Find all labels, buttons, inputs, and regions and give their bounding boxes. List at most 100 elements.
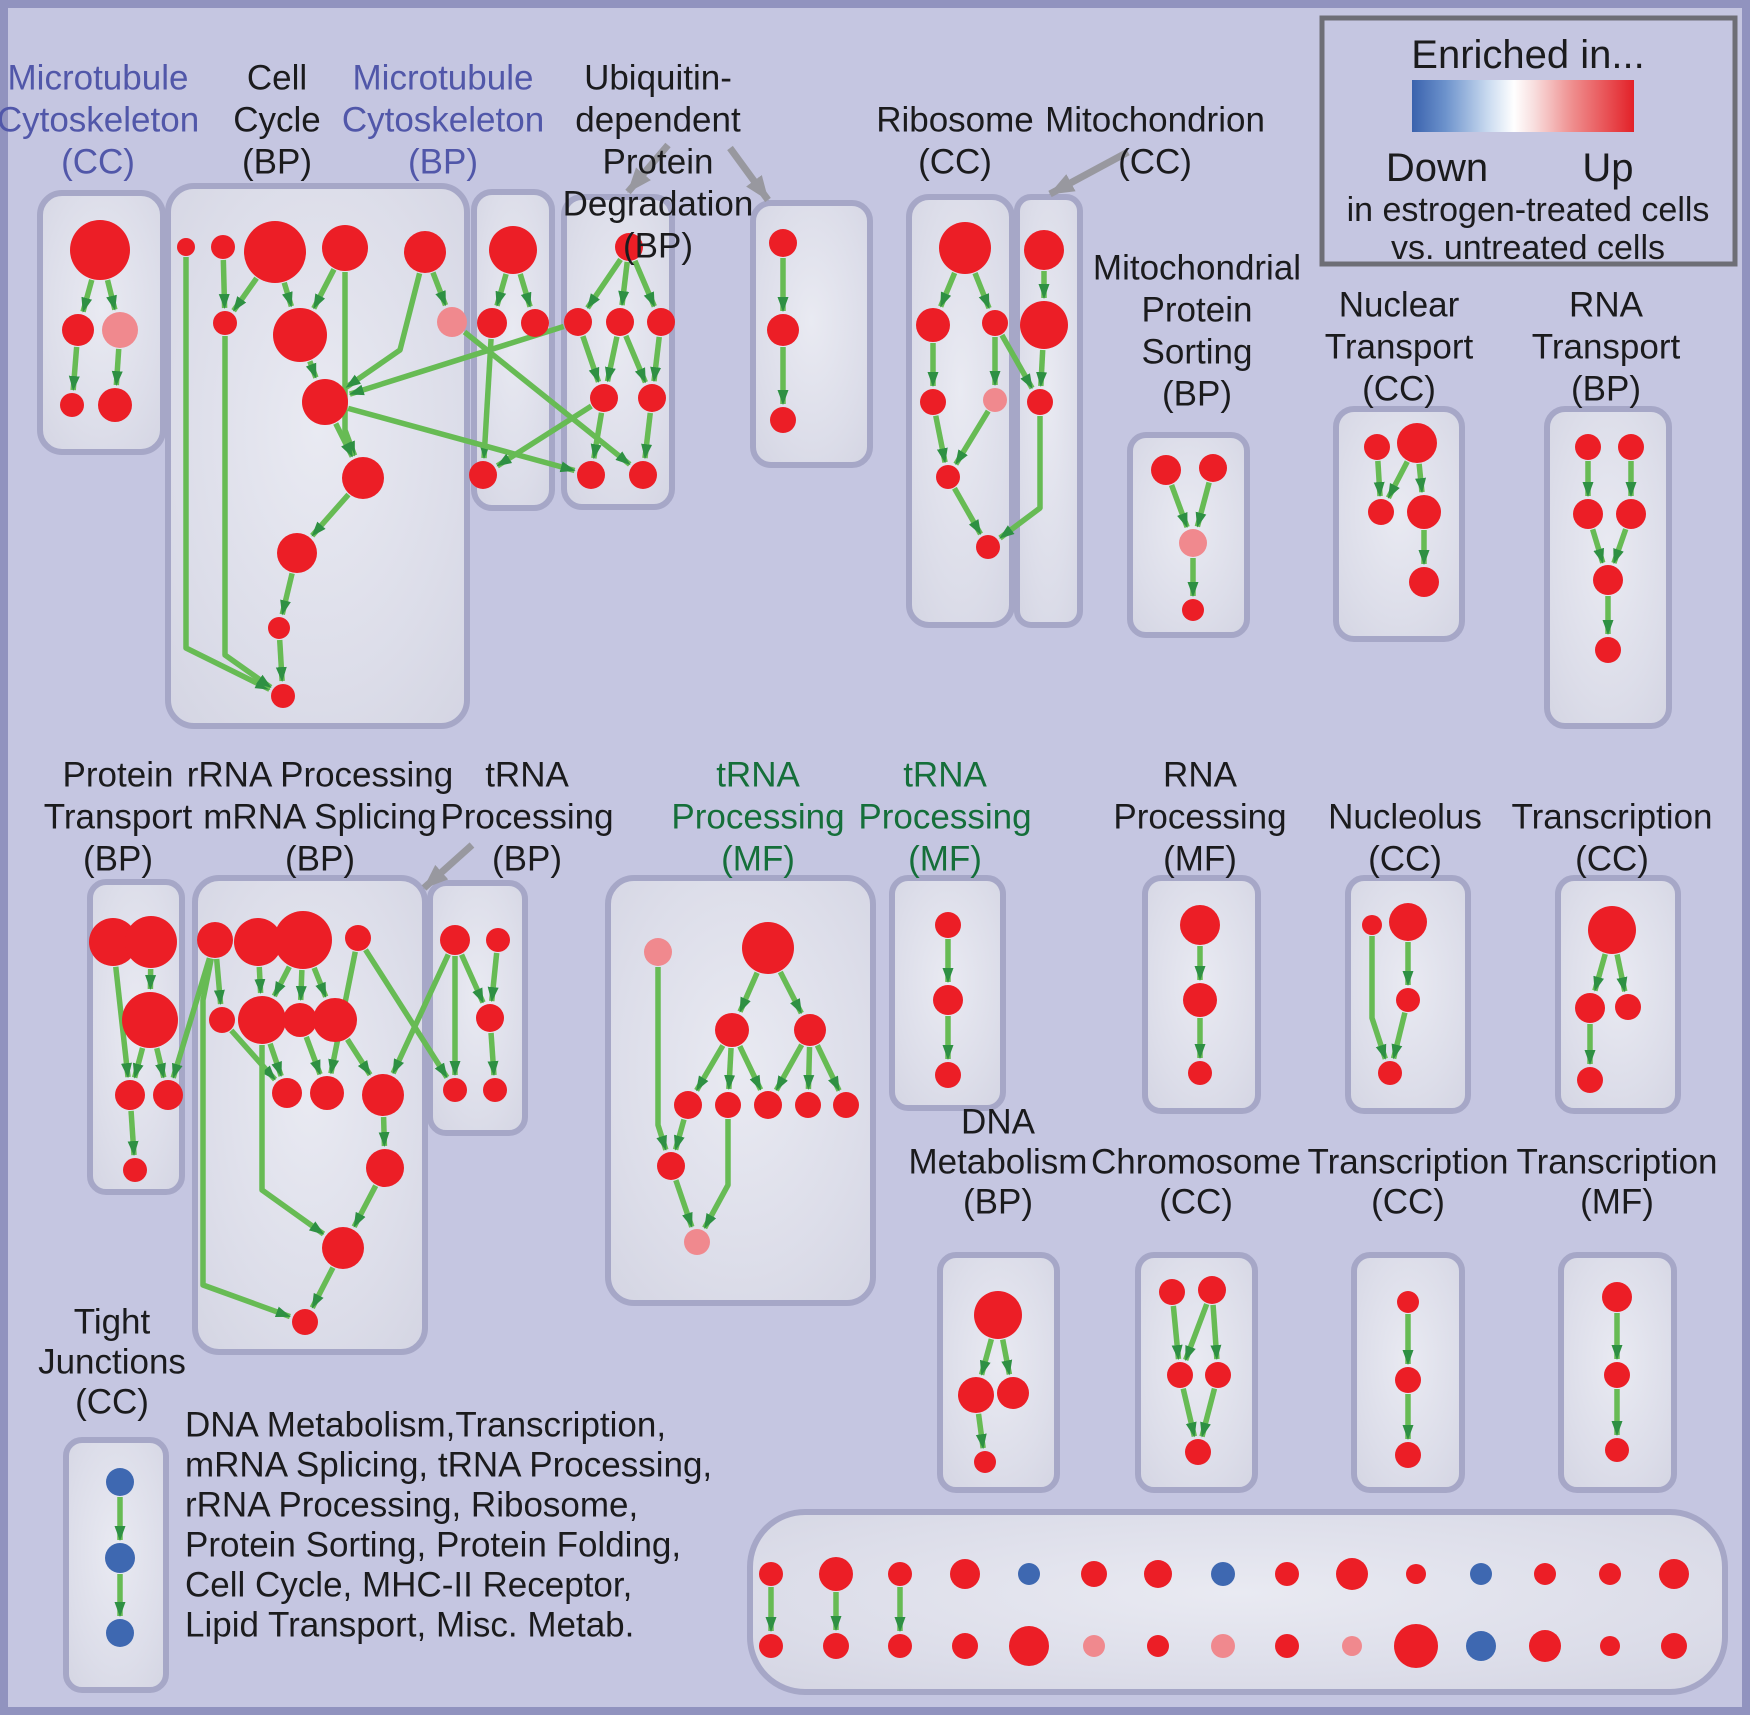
cluster-label-micro-cc-line1: Microtubule [8,59,189,98]
go-term-node-sb9-red [1275,1634,1299,1658]
go-term-node-rr9-red [272,1078,302,1108]
go-term-node-sb6-pink [1083,1635,1105,1657]
go-term-node-pt4-red [115,1080,145,1110]
edge-rr6-rr13 [259,1045,326,1237]
edge-tga-tgp [673,1179,695,1228]
cluster-label-cell-cycle-line3: (BP) [242,143,312,182]
go-term-node-s3-pink [1179,529,1207,557]
cluster-label-nucleolus-line1: Nucleolus [1328,798,1482,837]
go-term-node-t2-red [1618,434,1644,460]
go-term-node-nu2-red [1389,903,1427,941]
legend-up-label: Up [1582,146,1633,190]
go-term-node-t5-red [1593,565,1623,595]
cluster-box-chromosome [1135,1252,1258,1493]
edge-pt4-pt6 [127,1110,139,1157]
go-term-node-r5-pink [983,388,1007,412]
go-term-node-sb13-red [1529,1630,1561,1662]
edge-p1-tga [655,967,669,1151]
cluster-box-dna-metabolism [937,1252,1060,1493]
go-term-node-n3-red [1368,499,1394,525]
pointer-arrow-to-trna-bp-box [421,842,475,891]
edge-u3-u6 [623,334,648,384]
go-term-node-r3-red [982,310,1008,336]
edge-u6-u8 [641,412,653,460]
edge-rr7-rr10 [303,1035,323,1076]
go-term-node-tg6-red [754,1091,782,1119]
cluster-label-transcription-mf-line1: Transcription [1517,1143,1718,1182]
cluster-label-protein-transport-line2: Transport [44,798,193,837]
cluster-label-mitochondrion-line1: Mitochondrion [1045,101,1265,140]
go-term-node-w1-red [1180,905,1220,945]
go-term-node-cc11-red [277,533,317,573]
edge-cc11-cc12 [279,572,295,616]
cluster-label-rrna-mrna-line1: rRNA Processing [187,756,453,795]
go-term-node-cc3-red [244,221,306,283]
go-term-node-tf2-red [1604,1362,1630,1388]
go-term-node-st2-red [819,1557,853,1591]
cluster-box-trna-bp [427,880,528,1136]
edge-u2-u5 [580,335,602,383]
go-term-node-st13-red [1534,1563,1556,1585]
go-term-node-ch4-red [1205,1362,1231,1388]
go-term-node-rr14-red [292,1309,318,1335]
go-term-node-r4-red [920,389,946,415]
edge-cc10-cc11 [310,492,351,538]
edge-a1-a2 [80,279,95,313]
edge-r3-m3 [999,333,1035,390]
go-term-node-rr6-red [238,996,286,1044]
edge-mb1-mb3 [517,273,533,308]
legend-subtitle-line2: vs. untreated cells [1391,229,1665,267]
edge-tb3-tb5 [487,1032,499,1077]
go-term-node-tf1-red [1602,1282,1632,1312]
edge-rr8-rr11 [345,1037,373,1077]
edge-rr1-rr14 [200,958,291,1320]
go-term-node-u2-red [564,308,592,336]
cluster-label-rna-transport-line3: (BP) [1571,370,1641,409]
go-term-node-st14-red [1599,1563,1621,1585]
cluster-label-nuclear-transport-line1: Nuclear [1339,286,1460,325]
pointer-arrow-to-ubiq-box-2 [727,145,771,203]
cluster-label-ubiquitin-line4: Degradation [563,185,754,224]
edge-r4-r6 [933,415,948,464]
edge-u5-mb4 [495,403,593,469]
go-term-node-mb2-red [477,308,507,338]
go-term-node-r1-red [939,222,991,274]
go-term-node-pt6-red [123,1158,147,1182]
cluster-label-protein-transport-line3: (BP) [83,840,153,879]
go-term-node-nu3-red [1396,988,1420,1012]
go-term-node-w3-red [1188,1061,1212,1085]
go-term-node-pt3-red [122,992,178,1048]
edge-ch3-ch5 [1180,1388,1198,1438]
edge-tg5-tgp [702,1119,731,1230]
edge-rr3-rr6 [271,965,292,998]
edge-s1-s3 [1168,484,1190,529]
edge-u1-u4 [632,259,657,308]
cluster-label-chromosome-line1: Chromosome [1091,1143,1301,1182]
go-term-node-rr8-red [313,998,357,1042]
go-term-node-u1-red [615,233,643,261]
go-term-node-r2-red [916,308,950,342]
go-term-node-sb8-pink [1211,1634,1235,1658]
edge-n1-n3 [1373,460,1385,498]
cluster-label-rrna-mrna-line3: (BP) [285,840,355,879]
go-term-node-x2-red [1575,993,1605,1023]
cluster-label-mito-sort-line4: (BP) [1162,375,1232,414]
go-term-node-a5-red [98,388,132,422]
edge-rr11-rr12 [378,1116,390,1148]
edge-cc5-cc13 [222,336,273,690]
cluster-label-tight-junctions-line1: Tight [74,1303,151,1342]
go-term-node-tg2-red [715,1013,749,1047]
go-term-node-sb15-red [1661,1633,1687,1659]
edge-tg3-tg8 [814,1044,842,1092]
go-term-node-cc5-red [213,311,237,335]
edge-d1-d2 [978,1338,995,1376]
cluster-label-micro-cc-line3: (CC) [61,143,135,182]
go-term-node-cc6-red [273,308,327,362]
edge-tg3-tg7 [803,1046,815,1091]
go-term-node-ch5-red [1185,1439,1211,1465]
cluster-label-rna-proc-mf-line2: Processing [1113,798,1286,837]
edge-cc3-cc6 [281,281,294,308]
edge-tg4-tga [672,1118,687,1151]
go-term-node-tg8-red [833,1092,859,1118]
legend-down-label: Down [1386,146,1488,190]
